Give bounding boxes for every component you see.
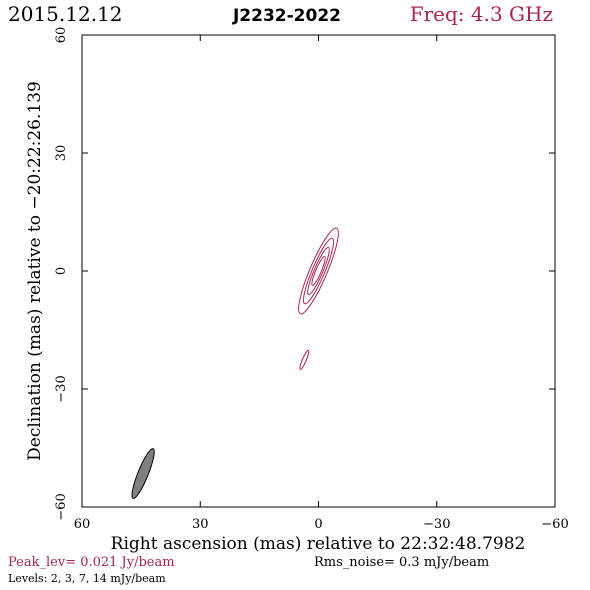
x-tick-label: 0 <box>314 517 322 532</box>
y-tick-label: 60 <box>54 27 69 44</box>
x-tick-label: 60 <box>74 517 91 532</box>
contour-core <box>307 246 330 296</box>
y-tick-label: −60 <box>54 493 69 520</box>
contour-core <box>302 237 335 305</box>
y-tick-labels: −60 −30 0 30 60 <box>54 27 69 521</box>
contour-layer <box>298 227 339 370</box>
axis-ticks <box>81 34 556 508</box>
peak-level: Peak_lev= 0.021 Jy/beam <box>8 555 175 570</box>
contour-knot <box>299 349 310 370</box>
x-tick-label: 30 <box>192 517 209 532</box>
source-name: J2232-2022 <box>232 6 341 26</box>
beam-ellipse <box>131 448 155 499</box>
beam-layer <box>131 448 155 499</box>
epoch-date: 2015.12.12 <box>8 2 123 26</box>
y-tick-label: 0 <box>54 267 69 275</box>
rms-noise: Rms_noise= 0.3 mJy/beam <box>314 555 489 570</box>
plot-frame <box>81 34 556 508</box>
contour-levels: Levels: 2, 3, 7, 14 mJy/beam <box>8 572 166 585</box>
y-tick-label: 30 <box>54 145 69 162</box>
x-tick-label: −30 <box>423 517 450 532</box>
y-tick-label: −30 <box>54 375 69 402</box>
x-tick-labels: 60 30 0 −30 −60 <box>74 517 569 532</box>
frequency-label: Freq: 4.3 GHz <box>410 2 553 26</box>
contour-core <box>311 255 326 287</box>
y-axis-label: Declination (mas) relative to −20:22:26.… <box>25 81 45 461</box>
contour-core <box>298 227 339 315</box>
x-tick-label: −60 <box>541 517 568 532</box>
x-axis-label: Right ascension (mas) relative to 22:32:… <box>111 534 526 554</box>
